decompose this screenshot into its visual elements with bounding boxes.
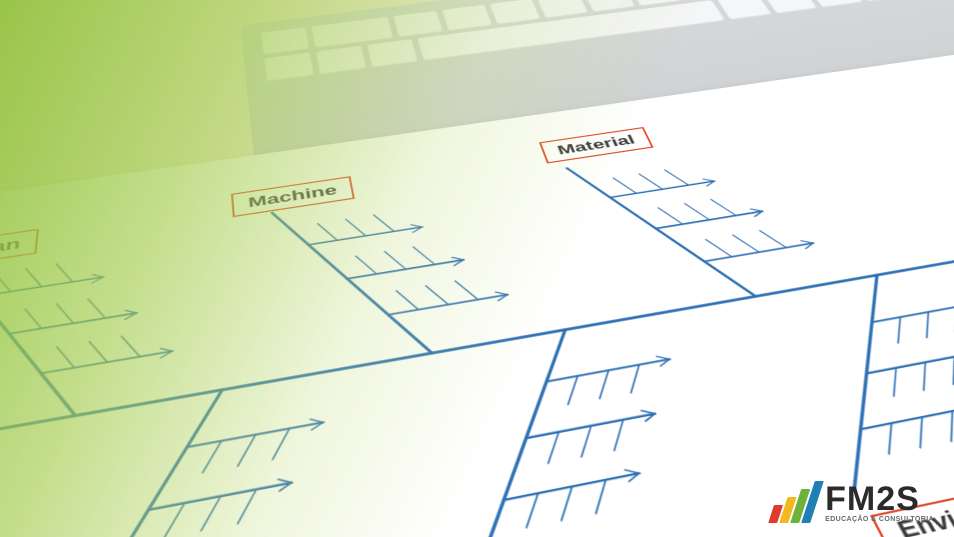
fishbone-twig (586, 480, 616, 514)
fishbone-twig (621, 365, 649, 393)
brand-tagline: EDUCAÇÃO & CONSULTORIA (825, 516, 934, 523)
fishbone-twig (318, 221, 338, 243)
fishbone-twig (455, 278, 478, 302)
fishbone-twig (711, 197, 736, 218)
brand-name: FM2S (825, 482, 934, 516)
fishbone-twig (940, 307, 954, 333)
fishbone-twig (426, 283, 449, 308)
fishbone-twig (55, 301, 75, 326)
fishbone-twig (613, 176, 636, 196)
fishbone-twig (912, 312, 943, 338)
fishbone-twig (879, 368, 911, 396)
fishbone-twig (200, 496, 222, 531)
brand-logo: FM2S EDUCAÇÃO & CONSULTORIA (775, 481, 934, 523)
fishbone-subbranch (0, 277, 103, 297)
fishbone-twig (356, 253, 377, 276)
fishbone-twig (121, 333, 140, 360)
fishbone-twig (908, 362, 941, 390)
fishbone-twig (518, 493, 547, 527)
fishbone-twig (560, 376, 587, 405)
fishbone-twig (874, 423, 908, 454)
fishbone-twig (935, 411, 954, 441)
fishbone-subbranch (872, 302, 954, 322)
fishbone-twig (639, 172, 662, 192)
fishbone-twig (938, 357, 954, 385)
fishbone-twig (385, 249, 406, 272)
fishbone-twig (904, 417, 938, 448)
fishbone-twig (665, 168, 689, 188)
fishbone-twig (540, 432, 568, 463)
fishbone-twig (346, 217, 366, 239)
fishbone-rib (567, 151, 756, 319)
fishbone-twig (552, 487, 581, 521)
fishbone-twig (884, 317, 915, 343)
fishbone-twig (706, 237, 732, 260)
fishbone-rib (0, 241, 85, 443)
fishbone-rib (272, 194, 432, 378)
fishbone-twig (374, 212, 394, 234)
fishbone-twig (658, 205, 683, 226)
fishbone-twig (236, 489, 259, 523)
fishbone-twig (270, 428, 293, 459)
fishbone-twig (605, 420, 634, 451)
fishbone-twig (202, 441, 224, 473)
scene: ManMachineMaterialMethodManagementEnviro… (0, 0, 954, 537)
fishbone-twig (24, 266, 44, 290)
fishbone-twig (55, 261, 74, 285)
fishbone-twig (87, 296, 106, 321)
fishbone-twig (685, 201, 710, 222)
fishbone-twig (760, 228, 787, 250)
fishbone-twig (591, 370, 618, 398)
fishbone-twig (413, 244, 435, 267)
fishbone-twig (236, 435, 258, 466)
fishbone-subbranch (867, 351, 954, 373)
fishbone-twig (572, 426, 600, 457)
fishbone-spine (0, 245, 954, 452)
fishbone-twig (164, 503, 186, 537)
fishbone-twig (55, 344, 76, 371)
fishbone-subbranch (861, 405, 954, 429)
fishbone-twig (23, 306, 44, 332)
fishbone-twig (396, 288, 418, 313)
fishbone-twig (88, 338, 108, 365)
fishbone-twig (733, 232, 759, 254)
brand-bars-icon (768, 481, 824, 523)
